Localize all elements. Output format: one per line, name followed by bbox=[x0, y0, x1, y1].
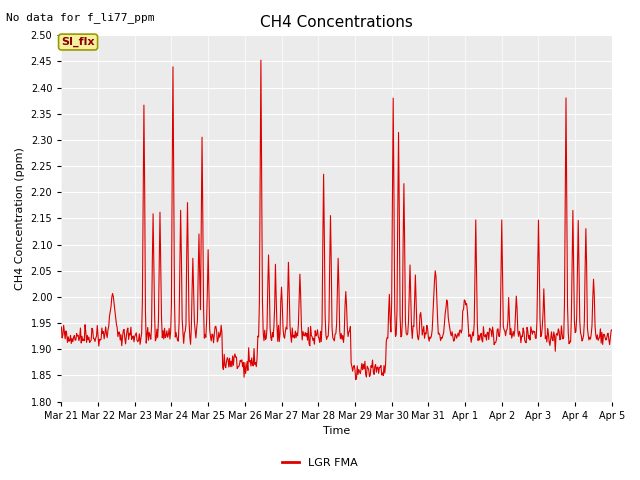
Text: SI_flx: SI_flx bbox=[61, 37, 95, 47]
Text: No data for f_li77_ppm: No data for f_li77_ppm bbox=[6, 12, 155, 23]
Y-axis label: CH4 Concentration (ppm): CH4 Concentration (ppm) bbox=[15, 147, 25, 290]
X-axis label: Time: Time bbox=[323, 426, 350, 436]
Legend: LGR FMA: LGR FMA bbox=[278, 453, 362, 472]
Title: CH4 Concentrations: CH4 Concentrations bbox=[260, 15, 413, 30]
